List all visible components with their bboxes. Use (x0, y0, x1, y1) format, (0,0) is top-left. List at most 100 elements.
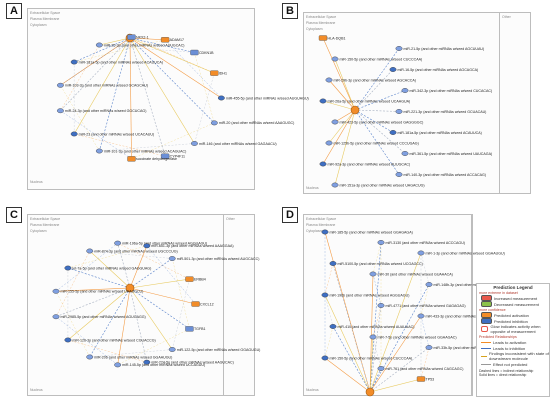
network-node-label: miR-761 (and other miRNAs w/seed CAGCAGC… (386, 367, 464, 371)
network-node-label: miR-874-3p (and other miRNAs w/seed UGCC… (94, 249, 177, 253)
decreased-swatch (481, 301, 492, 307)
network-node (329, 261, 337, 266)
inconsistent-line-icon (481, 355, 488, 357)
network-node-label: miR-196a-5p (and other miRNAs w/seed AGG… (122, 241, 207, 245)
edge (74, 133, 166, 157)
edge (129, 278, 190, 289)
edge (328, 79, 356, 111)
network-node (329, 324, 337, 329)
network-node (325, 140, 333, 146)
network-node (377, 240, 385, 245)
region-cytoplasm-c: Cytoplasm (30, 229, 47, 233)
hub-node (365, 387, 375, 397)
network-node-label: miR-16-5p (and other miRNAs w/seed AGCAG… (398, 68, 479, 72)
panel-label-d: D (282, 207, 298, 223)
edge (322, 37, 356, 111)
network-node (127, 34, 136, 40)
legend-decreased: Decreased measurement (494, 301, 539, 307)
edge (129, 287, 173, 350)
panel-label-a: A (6, 3, 22, 19)
edge (67, 267, 131, 289)
network-node (319, 98, 327, 104)
network-node-label: miR-196b (and other miRNAs w/seed AGGUAG… (330, 293, 410, 297)
edge (354, 48, 400, 111)
legend-pred-activation: Predicted activation (494, 312, 529, 318)
network-node (160, 37, 170, 43)
legend-leads-inhibition: Leads to inhibition (493, 345, 526, 351)
network-node (95, 148, 103, 154)
region-nucleus-c: Nucleus (30, 388, 43, 392)
network-node-label: miR-410 (and other miRNAs w/seed AUAUAAC… (338, 325, 415, 329)
network-node (321, 292, 329, 298)
edge (129, 37, 166, 41)
network-node-label: ERBB4 (194, 277, 206, 281)
edge (74, 37, 131, 63)
increased-swatch (481, 295, 492, 301)
network-node (401, 151, 409, 156)
network-node (185, 326, 194, 332)
edge (129, 287, 148, 363)
other-column-b (499, 12, 531, 194)
network-node (395, 46, 403, 51)
edge (117, 242, 190, 280)
edge (117, 328, 190, 366)
network-frame-b (303, 12, 501, 194)
glow-swatch (481, 326, 489, 332)
network-node (395, 109, 403, 114)
network-node (369, 271, 377, 277)
edge (73, 37, 131, 135)
network-node-label: miR-146 (and other miRNAs w/seed GAGAACU… (199, 142, 277, 146)
edge (60, 36, 132, 86)
edge (99, 37, 131, 46)
network-node-label: miR-26a-5p (and other miRNAs w/seed UCAA… (328, 99, 411, 103)
network-node-label: CXCL12 (200, 302, 214, 306)
network-node (331, 182, 339, 188)
network-node-label: miR-25-3p (and other miRNAs w/seed AUUGC… (104, 43, 185, 47)
region-cytoplasm-d: Cytoplasm (306, 229, 323, 233)
legend-row-activation: Predicted activation (481, 312, 549, 318)
edge (55, 287, 131, 292)
not-predicted-line-icon (481, 363, 491, 365)
network-node-label: miR-224-5p (and other miRNAs w/seed AAGU… (151, 361, 233, 365)
network-node-label: miR-30 (and other miRNAs w/seed GUAAACA) (378, 272, 453, 276)
network-node-label: miR-145-5p (and other miRNAs w/seed UCCA… (122, 363, 205, 367)
network-node (331, 56, 339, 62)
network-node (389, 130, 397, 135)
network-node (185, 276, 194, 282)
edge (172, 258, 190, 329)
edge (322, 100, 356, 111)
edge (328, 109, 356, 144)
network-node (64, 337, 72, 343)
network-node (217, 95, 225, 101)
network-node-label: miR-151a-3p (and other miRNAs w/seed UAG… (340, 183, 425, 187)
legend-row-inconsistent: Findings inconsistent with state of down… (481, 351, 549, 361)
region-extracellular-d: Extracellular Space (306, 217, 337, 221)
edge (60, 85, 100, 152)
network-node (417, 250, 425, 256)
edge (354, 69, 394, 111)
network-node (210, 70, 219, 76)
network-node-label: miR-3130 (and other miRNAs w/seed ACCCAG… (386, 241, 466, 245)
network-node (114, 240, 122, 246)
edge (74, 39, 166, 63)
network-node-label: miR-7-5p (and other miRNAs w/seed GGAAGA… (378, 335, 457, 339)
network-node (190, 49, 199, 56)
network-node-label: miR-206 (and other miRNAs w/seed GGAAUGU… (94, 355, 172, 359)
legend-section-extreme: more extreme in dataset (479, 291, 518, 295)
edge (324, 294, 371, 393)
network-node (70, 131, 78, 137)
network-node-label: miR-455-5p (and other miRNAs w/seed AUGU… (226, 96, 309, 100)
network-node-label: miR-92a-3p (and other miRNAs w/seed AUUG… (328, 162, 411, 166)
legend-row-leads-inhibition: Leads to inhibition (481, 345, 549, 351)
edge (332, 263, 371, 393)
edge (67, 245, 147, 269)
region-other-b: Other (502, 15, 511, 19)
edge (324, 357, 371, 393)
edge (99, 44, 195, 53)
edge (129, 37, 215, 74)
edge (55, 242, 118, 292)
edge (55, 250, 90, 317)
network-node (377, 366, 385, 371)
network-node (64, 265, 72, 271)
